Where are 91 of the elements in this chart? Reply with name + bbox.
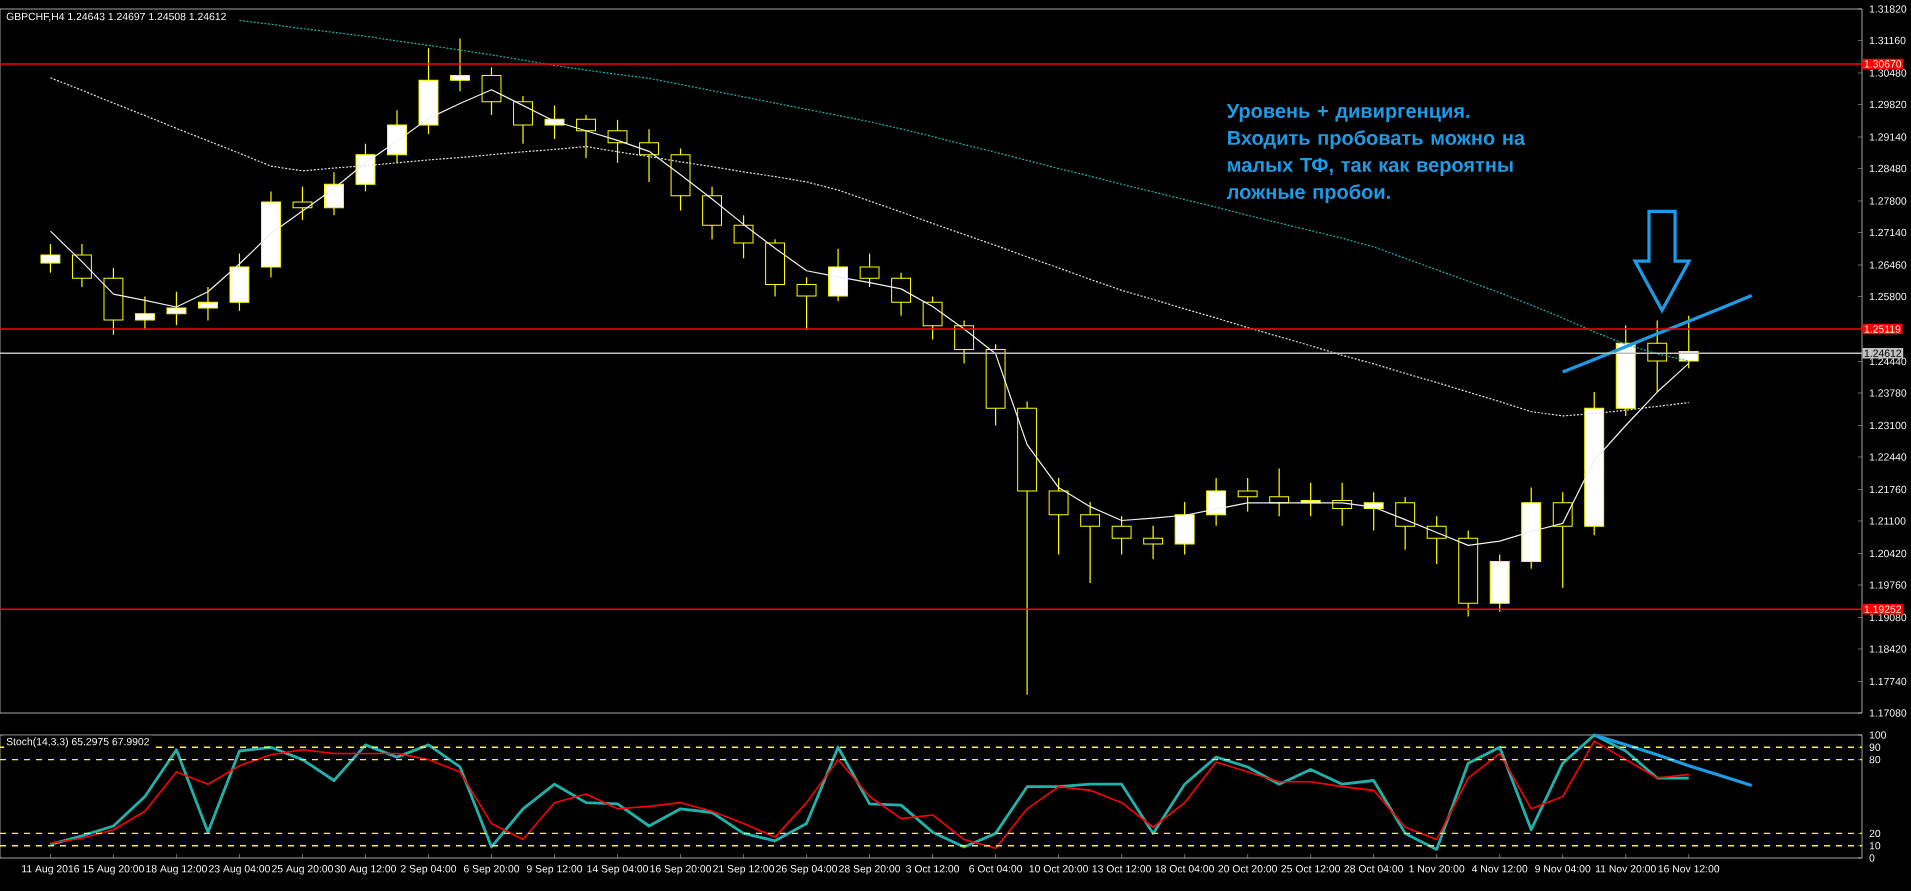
y-tick-label: 1.17740 bbox=[1869, 677, 1907, 686]
y-tick-label: 1.25800 bbox=[1869, 292, 1907, 301]
x-tick-label: 14 Sep 04:00 bbox=[587, 865, 649, 875]
y-tick-label: 1.19080 bbox=[1869, 613, 1907, 622]
x-tick-label: 18 Aug 12:00 bbox=[146, 865, 207, 875]
y-tick-label: 1.19760 bbox=[1869, 581, 1907, 589]
y-tick-label: 1.31160 bbox=[1869, 36, 1906, 45]
y-tick-label: 100 bbox=[1869, 731, 1887, 739]
y-tick-label: 1.21760 bbox=[1869, 485, 1907, 494]
x-tick-label: 16 Sep 20:00 bbox=[650, 865, 712, 875]
line-series bbox=[1561, 293, 1754, 374]
x-tick-label: 23 Aug 04:00 bbox=[209, 865, 270, 875]
y-tick-label: 1.28480 bbox=[1869, 164, 1907, 173]
candlestick bbox=[1143, 525, 1164, 560]
y-tick-label: 1.31820 bbox=[1869, 5, 1907, 13]
x-tick-label: 2 Sep 04:00 bbox=[400, 865, 457, 875]
x-tick-label: 1 Nov 20:00 bbox=[1409, 865, 1465, 873]
ref-line-label: 1.30670 bbox=[1864, 60, 1902, 68]
x-tick-label: 25 Aug 20:00 bbox=[272, 865, 333, 875]
candlestick bbox=[733, 214, 754, 259]
ref-line-label: 1.19252 bbox=[1864, 605, 1902, 613]
x-tick-label: 26 Sep 04:00 bbox=[776, 865, 838, 875]
y-tick-label: 0 bbox=[1869, 854, 1875, 862]
candlestick bbox=[1395, 496, 1416, 551]
y-tick-label: 1.27140 bbox=[1869, 228, 1907, 237]
y-tick-label: 1.23100 bbox=[1869, 421, 1907, 430]
candlestick bbox=[639, 128, 659, 183]
candlestick bbox=[198, 286, 218, 321]
y-tick-label: 1.21100 bbox=[1869, 517, 1906, 525]
chart-title: GBPCHF,H4 1.24643 1.24697 1.24508 1.24612 bbox=[6, 12, 226, 22]
x-tick-label: 6 Sep 20:00 bbox=[463, 865, 520, 875]
y-tick-label: 10 bbox=[1869, 842, 1881, 850]
candlestick bbox=[1552, 491, 1573, 589]
candlestick bbox=[71, 243, 92, 288]
candlestick bbox=[1111, 515, 1132, 556]
candlestick bbox=[324, 171, 344, 216]
x-tick-label: 10 Oct 20:00 bbox=[1029, 865, 1088, 873]
y-tick-label: 1.26460 bbox=[1869, 261, 1907, 269]
x-tick-label: 3 Oct 12:00 bbox=[906, 865, 960, 873]
chart-title: Stoch(14,3,3) 65.2975 67.9902 bbox=[6, 737, 149, 748]
x-tick-label: 4 Nov 12:00 bbox=[1471, 865, 1528, 873]
x-tick-label: 6 Oct 04:00 bbox=[969, 865, 1023, 873]
annotation: Уровень + дивиргенция. Входить пробовать можно на малых ТФ, так как вероятны ложные пробои. bbox=[1226, 104, 1526, 203]
candlestick bbox=[166, 291, 187, 326]
y-tick-label: 1.29140 bbox=[1869, 133, 1907, 141]
candlestick bbox=[922, 295, 943, 341]
y-tick-label: 1.29820 bbox=[1869, 100, 1907, 109]
candlestick bbox=[40, 243, 61, 274]
y-tick-label: 1.22440 bbox=[1869, 453, 1907, 461]
y-tick-label: 1.24440 bbox=[1869, 357, 1907, 366]
candlestick bbox=[134, 295, 155, 331]
y-tick-label: 90 bbox=[1869, 743, 1881, 751]
candlestick bbox=[796, 276, 817, 331]
candlestick bbox=[607, 119, 628, 164]
candlestick bbox=[891, 272, 912, 317]
candlestick bbox=[576, 114, 596, 159]
x-tick-label: 13 Oct 12:00 bbox=[1092, 865, 1151, 873]
y-tick-label: 1.30480 bbox=[1869, 69, 1907, 77]
y-tick-label: 1.18420 bbox=[1869, 645, 1907, 653]
line-series bbox=[1592, 733, 1754, 788]
candlestick bbox=[450, 38, 470, 92]
x-tick-label: 28 Oct 04:00 bbox=[1344, 865, 1404, 873]
x-tick-label: 25 Oct 12:00 bbox=[1281, 865, 1341, 873]
x-tick-label: 28 Sep 20:00 bbox=[839, 865, 901, 875]
y-tick-label: 1.27800 bbox=[1869, 197, 1907, 205]
x-tick-label: 16 Nov 12:00 bbox=[1658, 865, 1720, 873]
y-tick-label: 1.20420 bbox=[1869, 549, 1907, 558]
candlestick bbox=[1080, 501, 1101, 584]
candlestick bbox=[1426, 515, 1447, 565]
candlestick bbox=[292, 186, 313, 221]
x-tick-label: 21 Sep 12:00 bbox=[713, 865, 775, 875]
candlestick bbox=[513, 95, 533, 145]
y-tick-label: 1.23780 bbox=[1869, 389, 1907, 397]
x-tick-label: 11 Nov 20:00 bbox=[1595, 865, 1656, 873]
y-tick-label: 80 bbox=[1869, 755, 1881, 764]
y-tick-label: 1.17080 bbox=[1869, 709, 1907, 717]
candlestick bbox=[1048, 477, 1069, 556]
x-tick-label: 9 Nov 04:00 bbox=[1535, 865, 1591, 873]
x-tick-label: 15 Aug 20:00 bbox=[83, 865, 144, 875]
x-tick-label: 20 Oct 20:00 bbox=[1218, 865, 1278, 873]
x-tick-label: 30 Aug 12:00 bbox=[334, 865, 397, 875]
x-tick-label: 11 Aug 2016 bbox=[22, 865, 80, 875]
ref-line-label: 1.24612 bbox=[1864, 349, 1902, 357]
x-tick-label: 9 Sep 12:00 bbox=[526, 865, 583, 875]
candlestick bbox=[859, 252, 880, 288]
x-tick-label: 18 Oct 04:00 bbox=[1155, 865, 1215, 873]
ref-line-label: 1.25119 bbox=[1864, 325, 1901, 333]
y-tick-label: 20 bbox=[1869, 829, 1881, 838]
candlestick bbox=[1647, 319, 1668, 393]
candlestick bbox=[1237, 477, 1258, 513]
candlestick bbox=[1206, 477, 1227, 527]
